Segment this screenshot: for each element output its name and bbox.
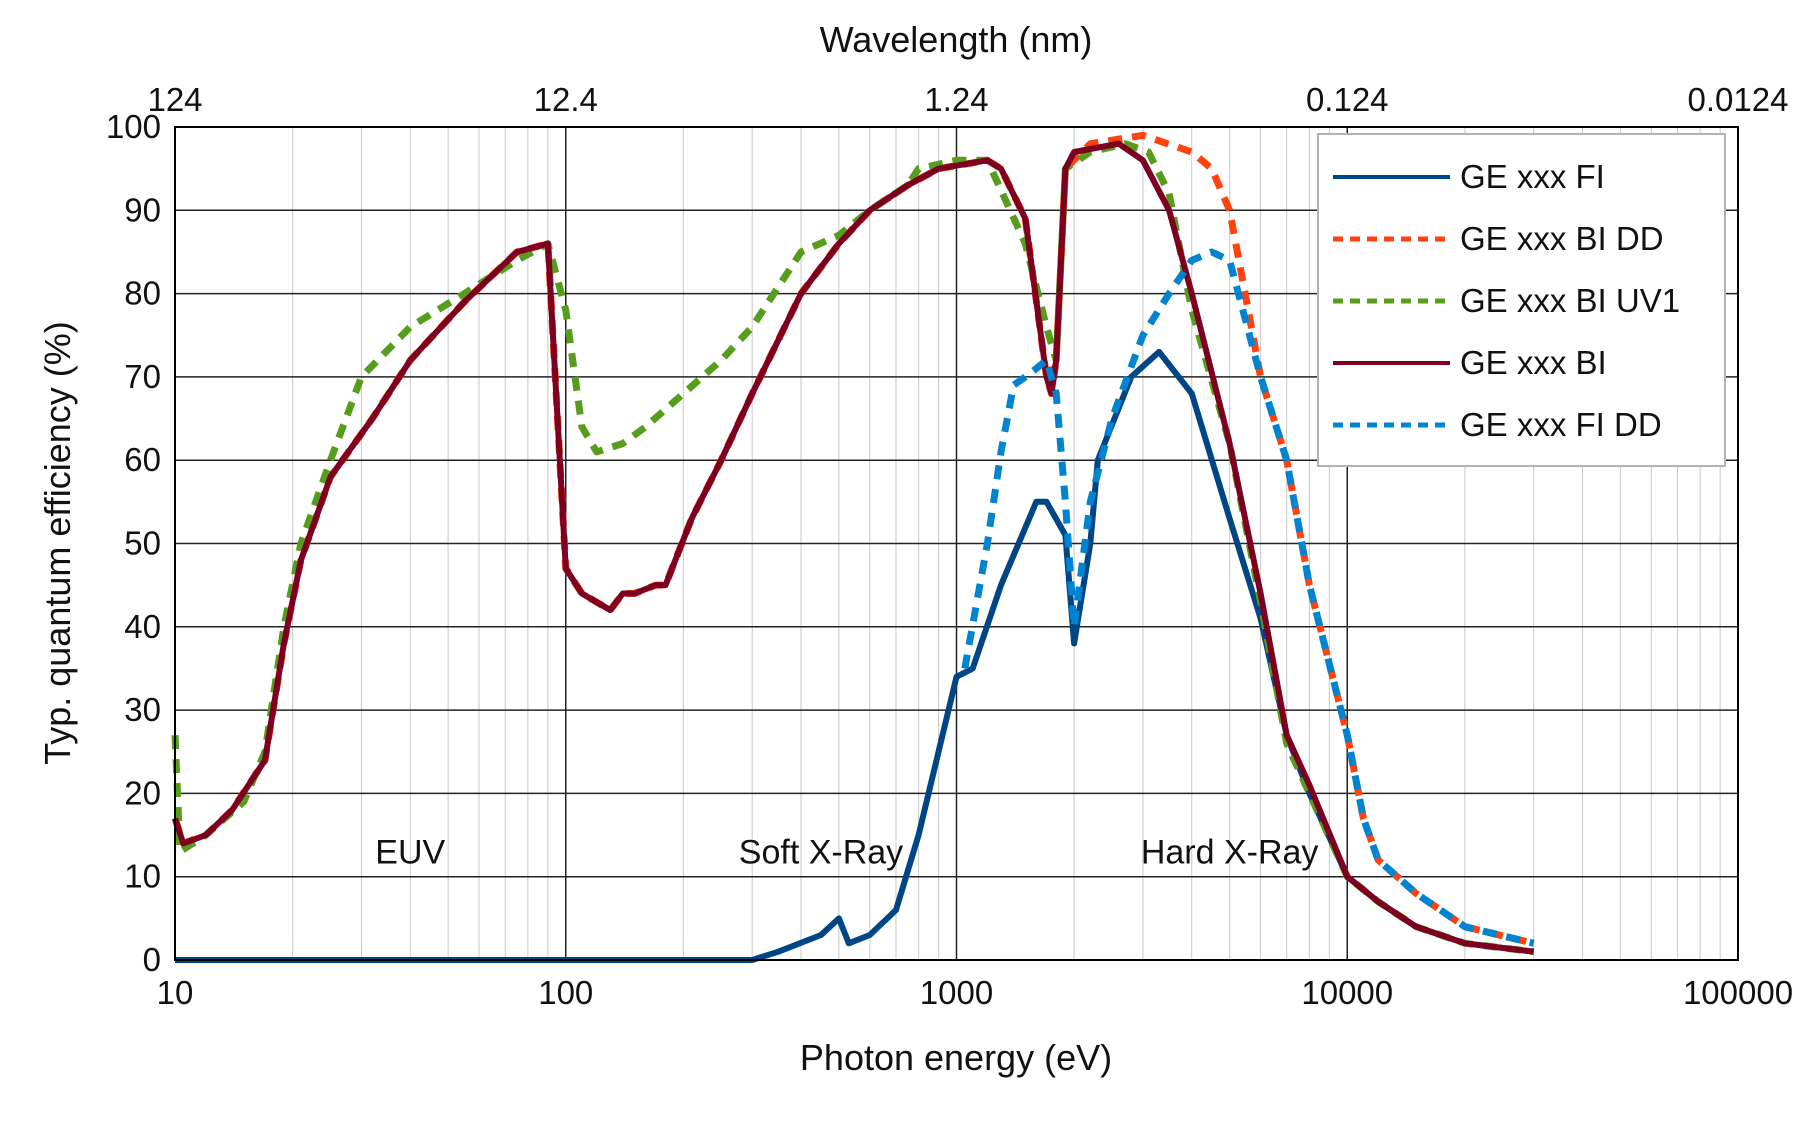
y-tick-label: 30: [124, 691, 161, 728]
x-tick-label: 1000: [920, 974, 993, 1011]
legend-label: GE xxx FI: [1460, 158, 1605, 195]
y-tick-label: 60: [124, 441, 161, 478]
y-tick-label: 0: [143, 941, 161, 978]
x-axis-title: Photon energy (eV): [800, 1037, 1112, 1078]
y-tick-label: 70: [124, 358, 161, 395]
legend-label: GE xxx BI UV1: [1460, 282, 1680, 319]
y-tick-label: 10: [124, 858, 161, 895]
region-label: Hard X-Ray: [1141, 834, 1319, 872]
y-axis-ticks: 0 10 20 30 40 50 60 70 80 90 100: [106, 108, 161, 978]
region-annotations: EUV Soft X-Ray Hard X-Ray: [375, 834, 1318, 872]
y-axis-title: Typ. quantum efficiency (%): [37, 321, 78, 765]
x-tick-label: 100000: [1683, 974, 1793, 1011]
legend: GE xxx FI GE xxx BI DD GE xxx BI UV1 GE xxx…: [1317, 133, 1726, 467]
top-tick-label: 1.24: [924, 81, 988, 118]
legend-label: GE xxx FI DD: [1460, 406, 1662, 443]
legend-box: [1317, 133, 1726, 467]
series-layer: [171, 131, 1535, 963]
x-axis-ticks: 10 100 1000 10000 100000: [157, 974, 1793, 1011]
x-tick-label: 10000: [1301, 974, 1393, 1011]
region-label: EUV: [375, 834, 445, 872]
legend-label: GE xxx BI: [1460, 344, 1607, 381]
series-line-4: [172, 140, 1535, 955]
y-tick-label: 40: [124, 608, 161, 645]
top-axis-title: Wavelength (nm): [820, 19, 1093, 60]
top-tick-label: 124: [147, 81, 202, 118]
legend-label: GE xxx BI DD: [1460, 220, 1664, 257]
top-axis-ticks: 124 12.4 1.24 0.124 0.0124: [147, 81, 1788, 118]
region-label: Soft X-Ray: [739, 834, 903, 872]
x-tick-label: 100: [538, 974, 593, 1011]
y-tick-label: 90: [124, 191, 161, 228]
top-tick-label: 12.4: [534, 81, 598, 118]
y-tick-label: 100: [106, 108, 161, 145]
plot-border: [174, 126, 1739, 961]
y-tick-label: 50: [124, 525, 161, 562]
top-tick-label: 0.124: [1306, 81, 1389, 118]
y-tick-label: 20: [124, 774, 161, 811]
x-tick-label: 10: [157, 974, 194, 1011]
y-tick-label: 80: [124, 275, 161, 312]
top-tick-label: 0.0124: [1688, 81, 1789, 118]
series-line-5: [961, 248, 1535, 947]
